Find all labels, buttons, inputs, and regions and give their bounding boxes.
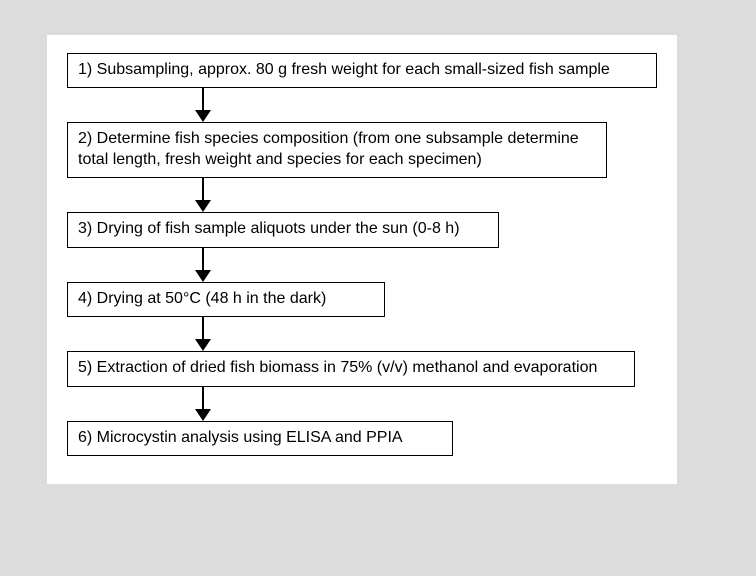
- flow-step-4: 4) Drying at 50°C (48 h in the dark): [67, 282, 385, 317]
- arrow-down-icon: [195, 110, 211, 122]
- arrow-line: [202, 88, 204, 112]
- arrow-down-icon: [195, 409, 211, 421]
- flow-step-1: 1) Subsampling, approx. 80 g fresh weigh…: [67, 53, 657, 88]
- flow-arrow: [67, 248, 657, 282]
- arrow-line: [202, 178, 204, 202]
- flowchart-canvas: 1) Subsampling, approx. 80 g fresh weigh…: [47, 35, 677, 484]
- flow-arrow: [67, 88, 657, 122]
- flow-step-6: 6) Microcystin analysis using ELISA and …: [67, 421, 453, 456]
- flow-step-3: 3) Drying of fish sample aliquots under …: [67, 212, 499, 247]
- flow-arrow: [67, 317, 657, 351]
- flow-arrow: [67, 178, 657, 212]
- arrow-down-icon: [195, 200, 211, 212]
- arrow-line: [202, 317, 204, 341]
- arrow-down-icon: [195, 270, 211, 282]
- flow-step-5: 5) Extraction of dried fish biomass in 7…: [67, 351, 635, 386]
- flow-arrow: [67, 387, 657, 421]
- arrow-down-icon: [195, 339, 211, 351]
- arrow-line: [202, 387, 204, 411]
- arrow-line: [202, 248, 204, 272]
- flow-step-2: 2) Determine fish species composition (f…: [67, 122, 607, 178]
